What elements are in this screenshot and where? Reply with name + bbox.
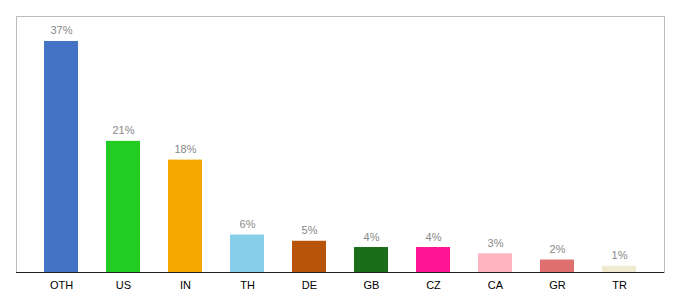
svg-text:GR: GR xyxy=(549,279,566,291)
svg-text:37%: 37% xyxy=(50,24,72,36)
svg-text:CZ: CZ xyxy=(426,279,441,291)
svg-text:4%: 4% xyxy=(426,231,442,243)
svg-text:3%: 3% xyxy=(488,237,504,249)
svg-text:TR: TR xyxy=(612,279,627,291)
svg-text:5%: 5% xyxy=(302,224,318,236)
svg-text:OTH: OTH xyxy=(50,279,73,291)
svg-text:2%: 2% xyxy=(550,243,566,255)
svg-text:18%: 18% xyxy=(174,143,196,155)
svg-text:GB: GB xyxy=(364,279,380,291)
svg-text:DE: DE xyxy=(302,279,317,291)
svg-text:IN: IN xyxy=(180,279,191,291)
svg-text:4%: 4% xyxy=(364,231,380,243)
svg-text:6%: 6% xyxy=(240,218,256,230)
svg-text:CA: CA xyxy=(488,279,504,291)
svg-text:TH: TH xyxy=(240,279,255,291)
svg-text:21%: 21% xyxy=(112,124,134,136)
svg-text:1%: 1% xyxy=(612,249,628,261)
svg-text:US: US xyxy=(116,279,131,291)
